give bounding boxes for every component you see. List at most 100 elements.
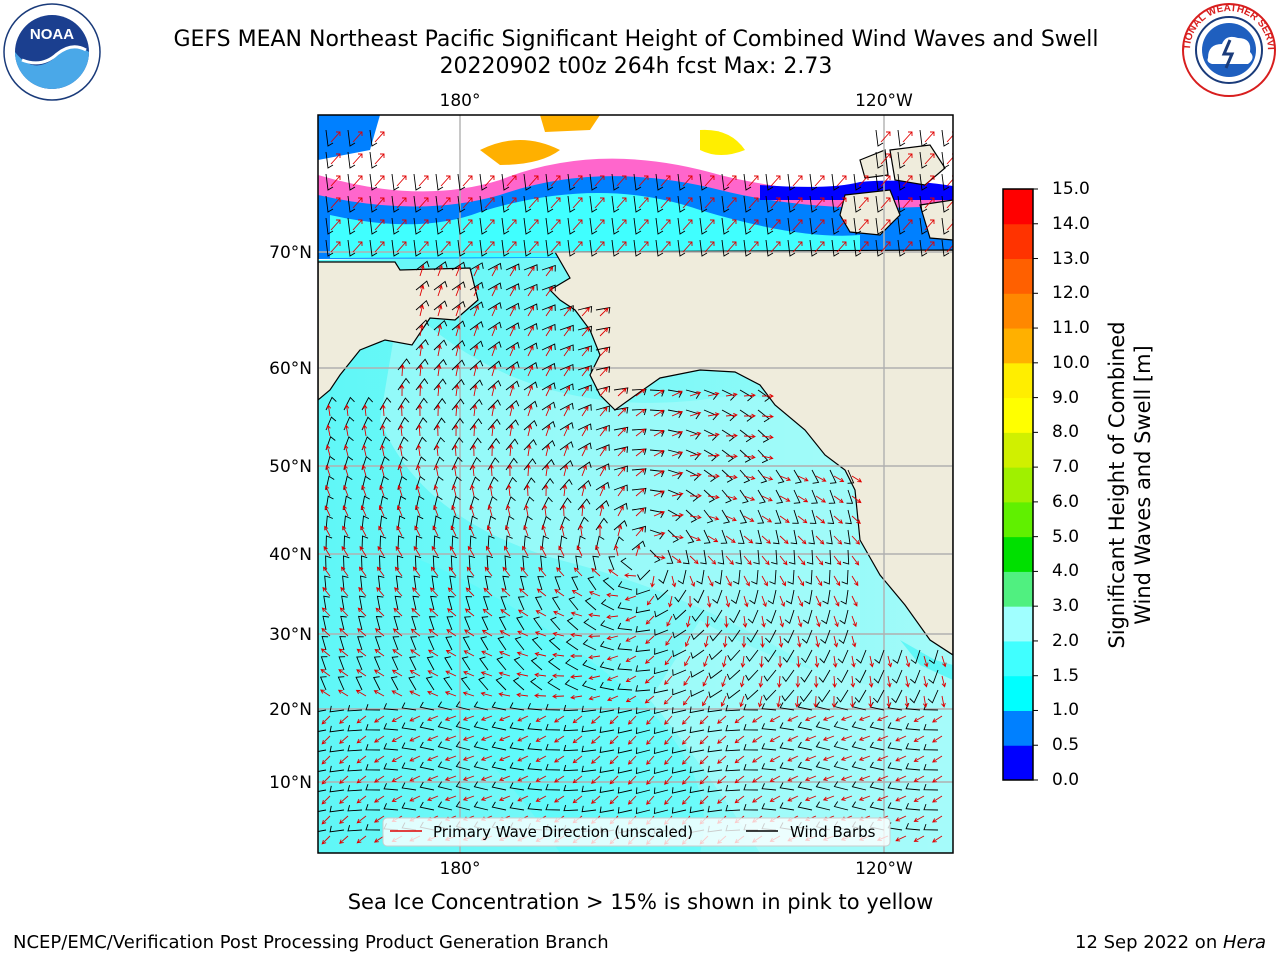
wave-direction-arrows [320,131,953,845]
wind-barb [787,195,796,213]
wave-arrow [545,365,552,377]
wind-barb [689,766,705,774]
wind-barb [347,724,363,732]
wind-barb [767,589,777,605]
wind-barb [595,463,610,471]
wave-arrow [924,219,935,231]
wind-barb [435,239,444,257]
wave-arrow [743,515,755,522]
wind-barb [671,807,687,814]
wave-arrow [725,412,738,418]
wind-barb [577,423,592,431]
wind-barb [433,339,448,351]
wave-arrow [778,635,784,648]
wind-barb [775,489,784,504]
wave-arrow [396,525,403,537]
wave-arrow [635,428,646,437]
wave-arrow [526,464,531,477]
wind-barb [559,305,574,312]
wave-arrow [455,264,462,277]
wind-barb [729,609,741,624]
wind-barb [793,469,802,484]
wave-arrow [550,219,561,231]
wind-barb [501,173,510,191]
wave-arrow [409,690,421,697]
wave-arrow [946,219,953,231]
wind-barb [743,783,759,791]
wind-barb [541,382,556,391]
wind-barb [897,195,906,213]
lon-label-bottom-120w: 120°W [855,859,913,879]
wave-arrow [517,755,529,762]
wave-arrow [517,775,529,782]
wave-arrow [356,669,367,677]
wind-barb [851,781,867,791]
wave-arrow [473,324,479,337]
wave-arrow [717,795,727,804]
wind-barb [522,555,529,571]
wave-arrow [489,444,495,457]
wind-barb [887,762,903,771]
wave-arrow [797,575,805,587]
chart-title: GEFS MEAN Northeast Pacific Significant … [173,27,1099,52]
wave-arrow [391,735,403,742]
wave-arrow [681,755,691,765]
wave-arrow [522,545,529,557]
wave-arrow [924,241,935,253]
colorbar-segment [1003,189,1033,225]
wave-arrow [815,475,827,482]
wave-arrow [721,655,727,668]
wind-barb [369,129,378,147]
wave-arrow [591,567,601,577]
wave-arrow [851,635,857,648]
wave-arrow [455,364,460,377]
wind-barb [559,535,568,551]
wind-barb [923,823,939,831]
wave-arrow [833,475,845,482]
wind-barb [787,239,796,257]
wave-arrow [373,835,385,843]
wind-barb [361,495,370,511]
wind-barb [613,520,628,531]
wind-barb [820,629,831,644]
wave-arrow [330,219,341,231]
wind-barb [419,701,435,711]
wave-arrow [616,197,627,209]
wind-barb [433,300,448,311]
wave-arrow [527,266,535,277]
wind-barb [799,689,813,702]
wave-arrow [734,775,745,784]
wave-arrow [374,153,385,165]
wind-barb [703,489,716,503]
wave-arrow [743,575,750,587]
wave-arrow [326,424,331,437]
wind-barb [599,746,615,754]
wave-arrow [498,671,511,677]
wave-arrow [913,775,925,782]
wind-barb [391,173,400,191]
wave-arrow [444,691,457,697]
wind-barb [487,535,495,551]
wave-arrow [932,835,943,843]
wave-arrow [552,694,565,699]
wind-barb [631,525,646,533]
wind-barb [361,475,371,491]
wave-arrow [616,219,627,231]
wave-arrow [360,505,367,517]
wind-barb [649,429,665,437]
wave-arrow [752,715,763,723]
wave-arrow [638,175,649,187]
wind-barb [412,595,419,611]
wave-arrow [418,364,424,377]
wave-arrow [770,175,781,187]
wave-arrow [743,475,756,481]
wave-arrow [804,755,817,762]
wave-arrow [707,515,720,521]
wave-arrow [797,515,808,524]
wave-arrow [858,735,871,741]
wave-arrow [534,693,547,698]
wave-arrow [725,474,738,480]
wave-arrow [498,650,511,657]
wave-arrow [321,715,331,725]
wind-barb [338,656,346,671]
